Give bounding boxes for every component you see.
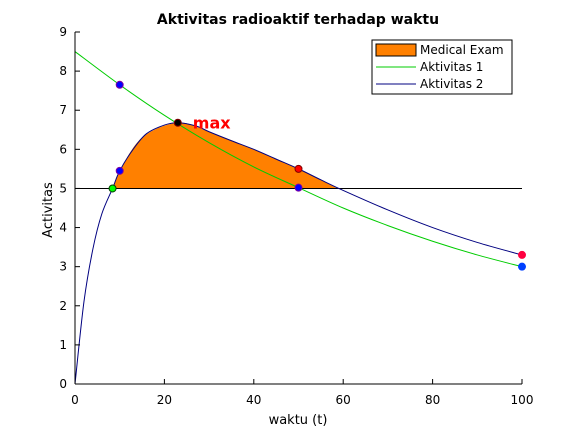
- data-point-marker: [518, 262, 526, 271]
- y-tick-label: 8: [59, 64, 67, 78]
- x-tick-label: 60: [336, 393, 351, 407]
- x-tick-label: 80: [425, 393, 440, 407]
- x-tick-label: 40: [246, 393, 261, 407]
- y-tick-label: 5: [59, 181, 67, 195]
- legend-entry: Aktivitas 1: [420, 60, 483, 74]
- data-point-marker: [518, 250, 526, 259]
- data-point-marker: [294, 164, 303, 173]
- plot-area: 0 20 40 60 80 100 0 1 2 3 4 5 6 7 8 9 max: [59, 25, 533, 407]
- y-tick-label: 3: [59, 260, 67, 274]
- x-tick-label: 0: [71, 393, 79, 407]
- y-tick-label: 0: [59, 377, 67, 391]
- legend-entry: Medical Exam: [420, 43, 504, 57]
- y-tick-label: 1: [59, 338, 67, 352]
- series-line-2: [74, 122, 523, 385]
- y-tick-label: 2: [59, 299, 67, 313]
- medical-exam-area: [112, 122, 338, 189]
- y-tick-label: 6: [59, 142, 67, 156]
- y-tick-label: 9: [59, 25, 67, 39]
- data-point-marker: [115, 166, 124, 175]
- y-axis-label: Activitas: [41, 182, 56, 238]
- data-point-marker: [294, 183, 303, 192]
- legend: Medical Exam Aktivitas 1 Aktivitas 2: [371, 39, 513, 95]
- x-tick-label: 100: [511, 393, 534, 407]
- y-tick-label: 7: [59, 103, 67, 117]
- legend-entry: Aktivitas 2: [420, 77, 483, 91]
- y-tick-label: 4: [59, 221, 67, 235]
- max-annotation: max: [193, 114, 231, 133]
- x-axis-label: waktu (t): [269, 413, 328, 428]
- chart-title: Aktivitas radioaktif terhadap waktu: [157, 12, 439, 28]
- data-point-marker: [173, 118, 182, 127]
- data-point-marker: [115, 80, 124, 89]
- legend-swatch: [375, 43, 417, 57]
- data-point-marker: [108, 184, 117, 193]
- x-tick-label: 20: [157, 393, 172, 407]
